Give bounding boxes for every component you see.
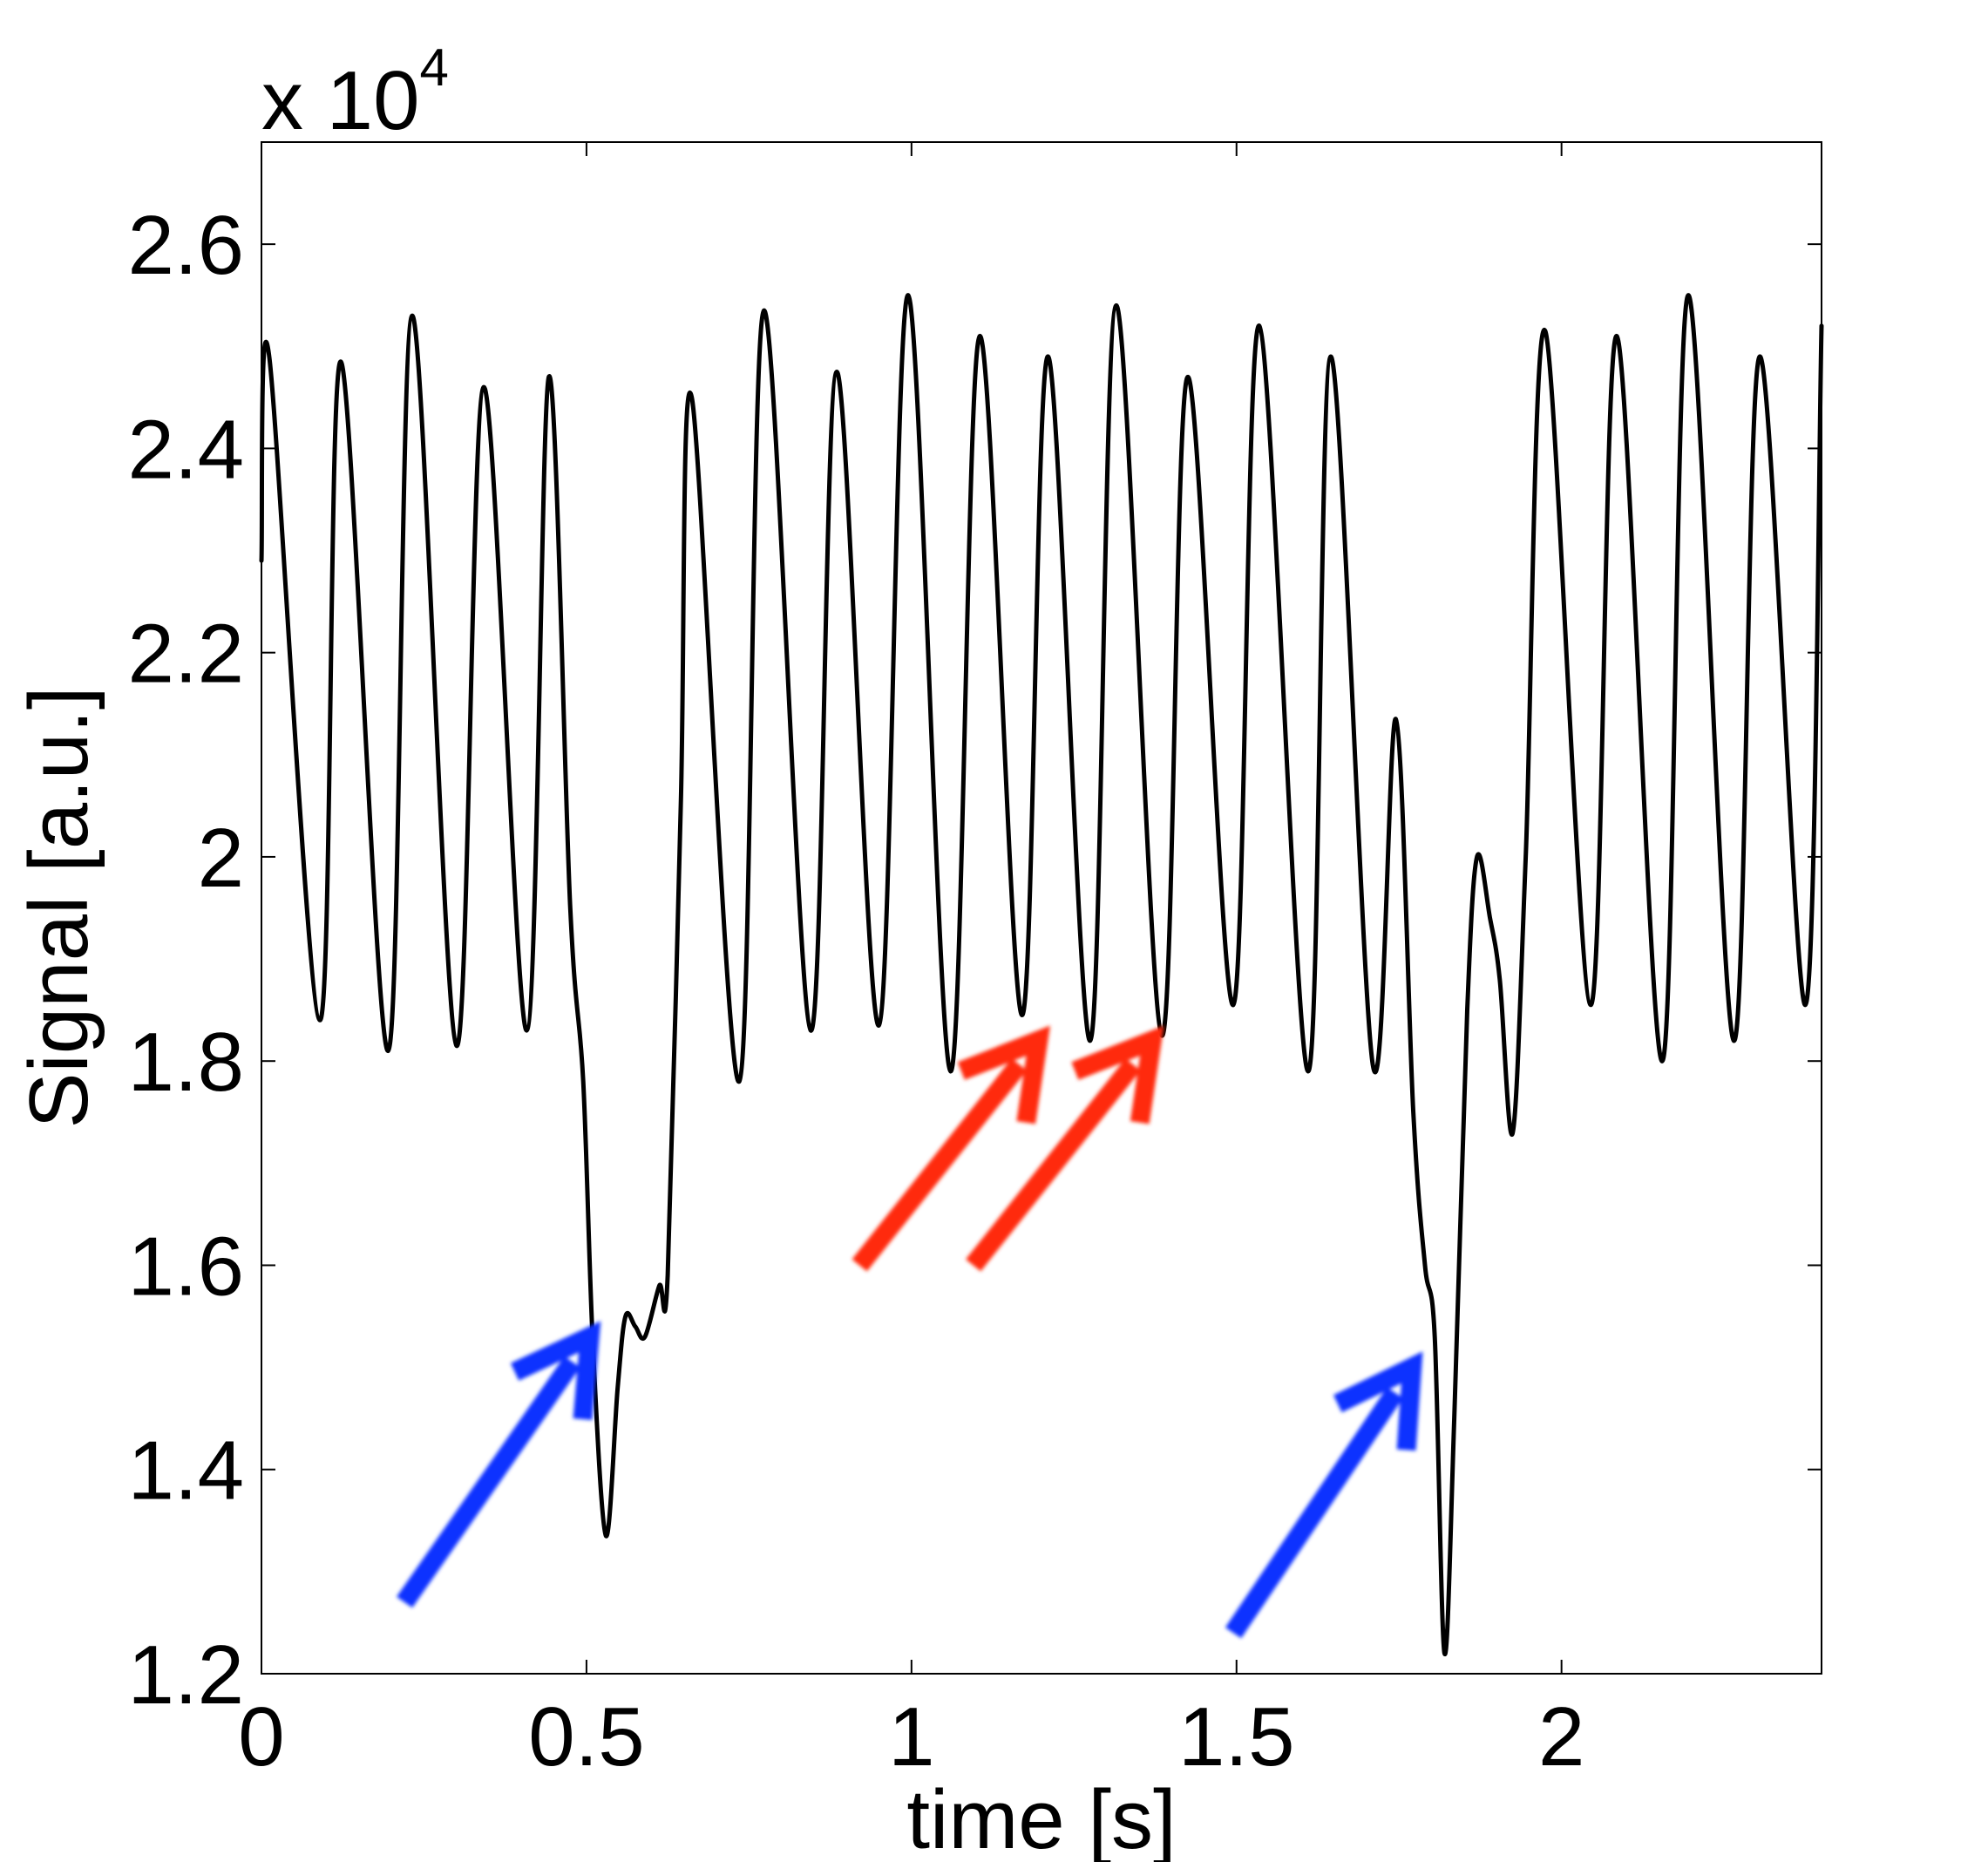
red-arrow [966, 1025, 1164, 1272]
x-axis-title: time [s] [906, 1773, 1176, 1862]
y-tick-label: 1.4 [128, 1424, 244, 1518]
y-tick-label: 2.4 [128, 403, 244, 496]
x-tick-label: 1.5 [1178, 1690, 1294, 1784]
annotation-arrows [397, 1025, 1423, 1639]
x-tick-label: 1 [888, 1690, 934, 1784]
y-tick-label: 1.2 [128, 1628, 244, 1722]
x-tick-label: 0 [238, 1690, 284, 1784]
blue-arrow [1225, 1351, 1423, 1639]
axis-ticks [261, 142, 1822, 1675]
plot-area-frame [261, 141, 1822, 1675]
x-tick-label: 2 [1538, 1690, 1584, 1784]
y-axis-title: Signal [a.u.] [12, 687, 105, 1129]
y-tick-label: 1.8 [128, 1016, 244, 1109]
red-arrow [852, 1025, 1050, 1272]
signal-series-line [259, 293, 1824, 1657]
x-tick-label: 0.5 [528, 1690, 644, 1784]
y-tick-label: 2.2 [128, 608, 244, 701]
y-tick-label: 2.6 [128, 199, 244, 292]
y-tick-labels: 1.2 1.4 1.6 1.8 2 2.2 2.4 2.6 [128, 199, 244, 1722]
x-tick-labels: 0 0.5 1 1.5 2 [238, 1690, 1584, 1784]
y-multiplier-label: x 104 [261, 38, 449, 147]
y-multiplier-exponent: 4 [419, 38, 448, 97]
y-tick-label: 2 [198, 812, 244, 905]
y-multiplier-base: x 10 [261, 54, 419, 147]
blue-arrow [397, 1321, 601, 1608]
y-tick-label: 1.6 [128, 1220, 244, 1313]
